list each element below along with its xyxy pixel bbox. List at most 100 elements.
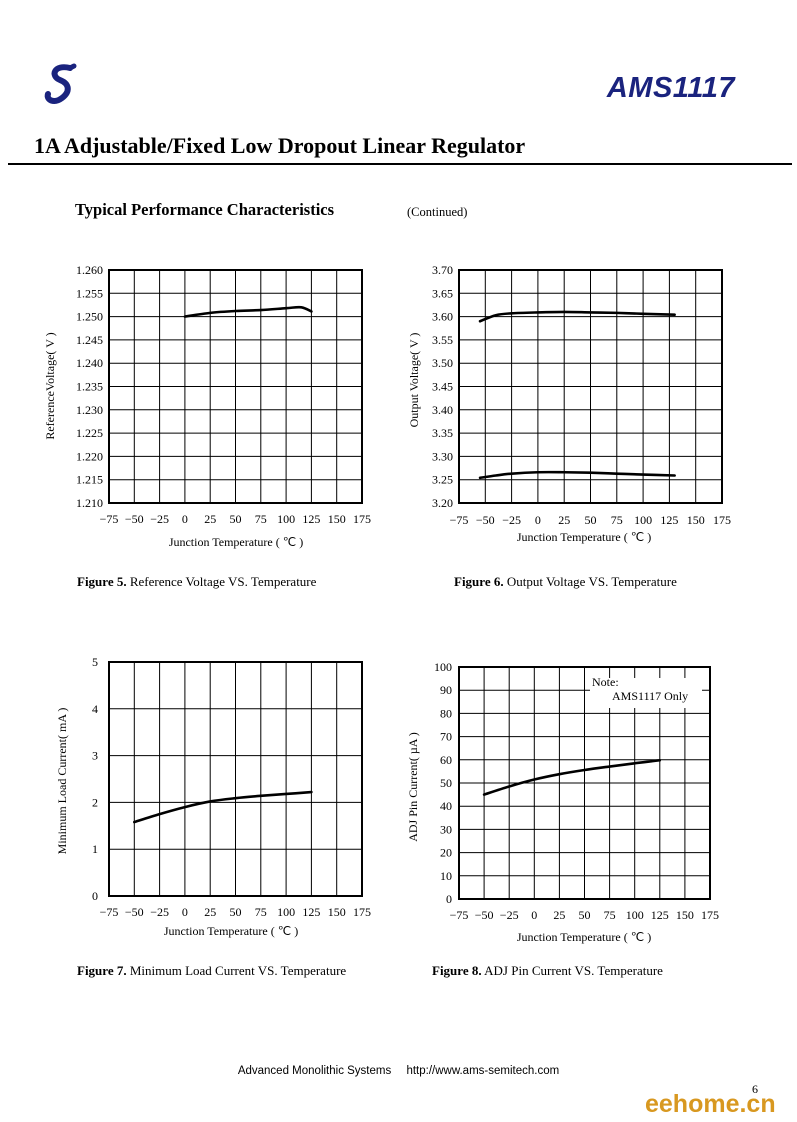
y-tick-label: 3.30 — [432, 449, 453, 463]
series-line — [478, 470, 676, 480]
y-tick-label: 1.235 — [76, 380, 103, 394]
page-footer: Advanced Monolithic Systems http://www.a… — [0, 1065, 797, 1077]
y-tick-label: 0 — [446, 892, 452, 906]
x-axis-label: Junction Temperature ( ℃ ) — [517, 930, 651, 944]
x-tick-label: 50 — [579, 908, 591, 922]
x-tick-label: −50 — [125, 905, 144, 919]
x-tick-label: 100 — [277, 512, 295, 526]
continued-label: (Continued) — [407, 205, 468, 219]
y-tick-label: 50 — [440, 776, 452, 790]
y-tick-label: 40 — [440, 799, 452, 813]
footer-url[interactable]: http://www.ams-semitech.com — [406, 1065, 560, 1077]
x-tick-label: 125 — [302, 905, 320, 919]
x-tick-label: −25 — [500, 908, 519, 922]
series-line — [482, 758, 662, 796]
figure-6-caption: Figure 6. Output Voltage VS. Temperature — [454, 574, 677, 590]
y-tick-label: 30 — [440, 822, 452, 836]
note-text: AMS1117 Only — [612, 689, 688, 703]
y-tick-label: 3.50 — [432, 356, 453, 370]
note-background — [590, 678, 702, 708]
y-tick-label: 20 — [440, 846, 452, 860]
x-tick-label: 75 — [611, 513, 623, 527]
y-tick-label: 0 — [92, 889, 98, 903]
watermark: eehome.cn — [645, 1090, 776, 1118]
x-tick-label: −50 — [125, 512, 144, 526]
figure-5-caption: Figure 5. Reference Voltage VS. Temperat… — [77, 574, 316, 590]
x-tick-label: 175 — [713, 513, 731, 527]
y-axis-label: Output Voltage( V ) — [407, 333, 421, 428]
x-tick-label: −25 — [150, 512, 169, 526]
series-line — [478, 310, 676, 323]
x-tick-label: 150 — [676, 908, 694, 922]
x-tick-label: 125 — [660, 513, 678, 527]
figure-label: Figure 6. — [454, 574, 504, 589]
note-label: Note: — [592, 675, 619, 689]
x-tick-label: 175 — [353, 512, 371, 526]
y-tick-label: 70 — [440, 730, 452, 744]
y-tick-label: 1.255 — [76, 286, 103, 300]
y-axis-label: ReferenceVoltage( V ) — [43, 332, 57, 439]
x-tick-label: −75 — [450, 908, 469, 922]
y-tick-label: 3.60 — [432, 310, 453, 324]
y-tick-label: 1.245 — [76, 333, 103, 347]
footer-company: Advanced Monolithic Systems — [237, 1065, 392, 1077]
plot-frame — [458, 269, 723, 504]
x-tick-label: 150 — [328, 512, 346, 526]
y-tick-label: 1.220 — [76, 449, 103, 463]
y-axis-label: ADJ Pin Current( µA ) — [406, 732, 420, 842]
y-tick-label: 1.240 — [76, 356, 103, 370]
y-tick-label: 5 — [92, 655, 98, 669]
y-tick-label: 60 — [440, 753, 452, 767]
y-tick-label: 1.225 — [76, 426, 103, 440]
x-tick-label: 175 — [353, 905, 371, 919]
y-tick-label: 10 — [440, 869, 452, 883]
x-tick-label: 0 — [531, 908, 537, 922]
figure-text: ADJ Pin Current VS. Temperature — [484, 963, 663, 978]
x-tick-label: 100 — [277, 905, 295, 919]
y-tick-label: 3.25 — [432, 473, 453, 487]
x-tick-label: 0 — [535, 513, 541, 527]
figure-label: Figure 5. — [77, 574, 127, 589]
y-tick-label: 4 — [92, 702, 98, 716]
y-tick-label: 3.55 — [432, 333, 453, 347]
x-tick-label: 0 — [182, 512, 188, 526]
figure-8-caption: Figure 8. ADJ Pin Current VS. Temperatur… — [432, 963, 663, 979]
x-tick-label: 25 — [558, 513, 570, 527]
figure-label: Figure 7. — [77, 963, 127, 978]
series-line — [133, 790, 313, 824]
x-tick-label: 50 — [230, 905, 242, 919]
y-tick-label: 3.45 — [432, 380, 453, 394]
y-tick-label: 2 — [92, 795, 98, 809]
figure-label: Figure 8. — [432, 963, 482, 978]
x-axis-label: Junction Temperature ( ℃ ) — [517, 530, 651, 544]
y-tick-label: 1.215 — [76, 473, 103, 487]
x-tick-label: 25 — [553, 908, 565, 922]
y-tick-label: 1 — [92, 842, 98, 856]
x-tick-label: −75 — [100, 905, 119, 919]
x-tick-label: −50 — [475, 908, 494, 922]
figure-text: Reference Voltage VS. Temperature — [129, 574, 317, 589]
x-tick-label: 0 — [182, 905, 188, 919]
figure-text: Minimum Load Current VS. Temperature — [129, 963, 347, 978]
y-tick-label: 3.65 — [432, 286, 453, 300]
header-divider — [8, 163, 792, 165]
x-axis-label: Junction Temperature ( ℃ ) — [169, 535, 303, 549]
plot-frame — [108, 269, 363, 504]
x-tick-label: 25 — [204, 905, 216, 919]
section-title: Typical Performance Characteristics — [75, 200, 335, 219]
x-tick-label: 75 — [604, 908, 616, 922]
series-line — [183, 305, 313, 318]
page-number: 6 — [752, 1082, 758, 1096]
x-tick-label: 125 — [651, 908, 669, 922]
x-tick-label: 100 — [634, 513, 652, 527]
x-tick-label: 150 — [687, 513, 705, 527]
x-tick-label: 150 — [328, 905, 346, 919]
y-tick-label: 3.70 — [432, 263, 453, 277]
x-tick-label: 50 — [585, 513, 597, 527]
x-tick-label: 175 — [701, 908, 719, 922]
x-tick-label: 75 — [255, 512, 267, 526]
